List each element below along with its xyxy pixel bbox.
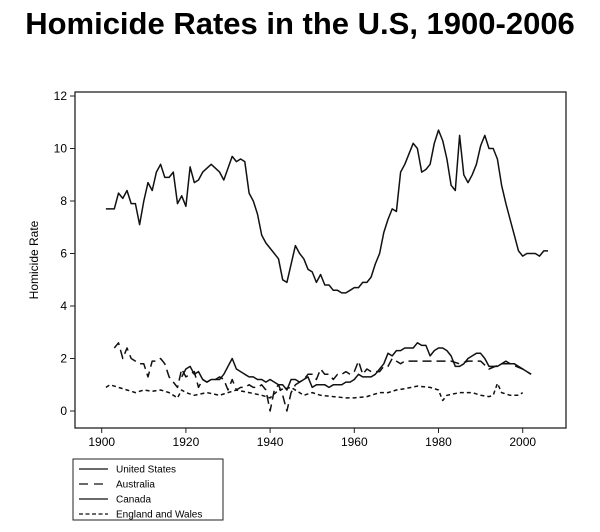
series-canada-legend-label: Canada [116, 495, 151, 506]
series-england-and-wales-legend-label: England and Wales [116, 510, 202, 521]
x-tick-label: 1980 [425, 435, 452, 449]
y-tick-label: 12 [54, 89, 68, 103]
plot-frame [74, 91, 567, 429]
y-tick-label: 10 [54, 142, 68, 156]
series-united-states-line [105, 129, 548, 294]
y-tick-label: 6 [60, 247, 67, 261]
series-england-and-wales-line [105, 382, 524, 402]
legend: United States Australia Canada England and … [72, 458, 224, 521]
chart-title: Homicide Rates in the U.S, 1900-2006 [25, 6, 575, 41]
x-tick-label: 2000 [509, 435, 536, 449]
series-canada-line [181, 342, 532, 391]
x-tick-label: 1920 [173, 435, 200, 449]
y-axis-label: Homicide Rate [27, 220, 41, 299]
series-australia-legend-label: Australia [116, 480, 155, 491]
x-tick-label: 1900 [88, 435, 115, 449]
y-tick-label: 4 [60, 299, 67, 313]
y-tick-label: 8 [60, 194, 67, 208]
y-tick-label: 2 [60, 352, 67, 366]
series-australia-line [113, 342, 532, 412]
series-united-states-legend-label: United States [116, 465, 176, 476]
x-tick-label: 1940 [257, 435, 284, 449]
x-tick-label: 1960 [341, 435, 368, 449]
y-tick-label: 0 [60, 404, 67, 418]
